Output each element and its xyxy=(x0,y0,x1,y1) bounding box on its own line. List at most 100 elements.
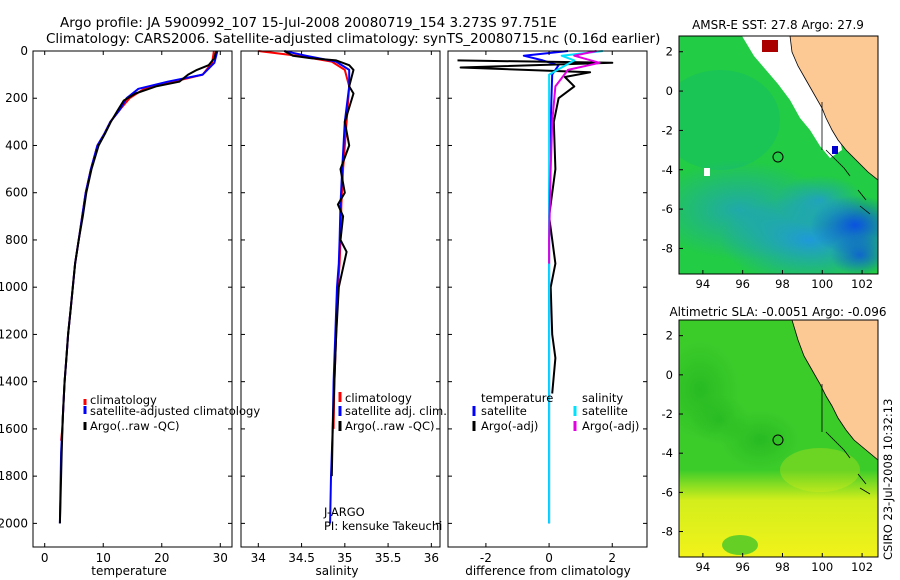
profile-title: Argo profile: JA 5900992_107 15-Jul-2008… xyxy=(60,15,557,31)
map-y-tick-label-0-0: 2 xyxy=(666,45,673,59)
x-tick-label-1-3: 35.5 xyxy=(375,551,402,565)
series-line-1-2 xyxy=(283,50,355,477)
map-x-tick-label-1-1: 96 xyxy=(735,560,750,574)
map-y-tick-label-1-4: -6 xyxy=(662,485,673,499)
salinity-legend: climatology satellite adj. clim. Argo(..… xyxy=(338,391,447,433)
sst-map-field xyxy=(679,36,878,274)
map-x-tick-label-0-2: 98 xyxy=(775,277,790,291)
salinity-curves xyxy=(258,50,355,524)
series-line-2-1 xyxy=(457,59,614,394)
climatology-subtitle: Climatology: CARS2006. Satellite-adjuste… xyxy=(46,31,660,47)
sst-map-frame xyxy=(678,35,879,275)
series-line-0-0 xyxy=(60,50,215,441)
salinity-legend-argo: Argo(..raw -QC) xyxy=(345,419,435,433)
sla-map-panel: Altimetric SLA: -0.0051 Argo: -0.096 94 9… xyxy=(662,305,887,574)
sla-argo-position-marker xyxy=(772,434,784,446)
series-line-0-1 xyxy=(58,50,219,524)
y-tick-label-10: 2000 xyxy=(0,516,28,530)
map-y-tick-label-0-3: -4 xyxy=(662,163,673,177)
x-tick-label-2-2: 2 xyxy=(608,551,616,565)
difference-xlabel: difference from climatology xyxy=(465,564,631,578)
difference-legend: temperature satellite Argo(-adj) salinit… xyxy=(472,391,639,433)
sst-warm-spot xyxy=(762,40,778,52)
y-tick-label-5: 1000 xyxy=(0,280,28,294)
csiro-timestamp-label: CSIRO 23-Jul-2008 10:32:13 xyxy=(881,399,895,560)
sst-map-title: AMSR-E SST: 27.8 Argo: 27.9 xyxy=(692,18,864,32)
temperature-panel: 0 10 20 30 0 200 400 600 800 1000 1200 1400 1600 1800… xyxy=(0,44,260,578)
sst-no-data-region xyxy=(742,36,842,158)
map-y-tick-label-0-1: 0 xyxy=(666,84,673,98)
map-x-tick-label-0-3: 100 xyxy=(811,277,833,291)
difference-legend-salinity-satellite: satellite xyxy=(582,404,628,418)
y-tick-label-8: 1600 xyxy=(0,422,28,436)
temperature-legend-satellite-adjusted: satellite-adjusted climatology xyxy=(90,404,260,418)
temperature-legend: climatology satellite-adjusted climatolo… xyxy=(83,393,260,433)
y-tick-label-4: 800 xyxy=(5,233,28,247)
salinity-legend-satellite: satellite adj. clim. xyxy=(345,404,447,418)
salinity-ticks: 34 34.5 35 35.5 36 xyxy=(241,50,440,565)
map-x-tick-label-1-2: 98 xyxy=(775,560,790,574)
map-y-tick-label-1-0: 2 xyxy=(666,329,673,343)
map-x-tick-label-0-0: 94 xyxy=(696,277,711,291)
temperature-curves xyxy=(58,50,219,524)
y-tick-label-0: 0 xyxy=(20,44,28,58)
y-tick-label-2: 400 xyxy=(5,138,28,152)
y-tick-label-3: 600 xyxy=(5,186,28,200)
map-x-tick-label-1-3: 100 xyxy=(811,560,833,574)
map-y-tick-label-1-3: -4 xyxy=(662,446,673,460)
difference-axes-box xyxy=(447,50,648,548)
difference-curves xyxy=(457,50,614,524)
float-program-label: J-ARGO xyxy=(323,505,365,519)
map-x-tick-label-1-4: 102 xyxy=(851,560,873,574)
temperature-legend-argo: Argo(..raw -QC) xyxy=(90,419,180,433)
temperature-legend-climatology: climatology xyxy=(90,393,157,407)
sla-sumatra-land xyxy=(791,320,878,461)
x-tick-label-1-4: 36 xyxy=(424,551,439,565)
x-tick-label-0-0: 0 xyxy=(41,551,49,565)
x-tick-label-0-2: 20 xyxy=(154,551,169,565)
y-tick-label-6: 1200 xyxy=(0,327,28,341)
series-line-0-2 xyxy=(58,50,218,524)
series-line-2-0 xyxy=(522,50,569,524)
sla-map-frame xyxy=(678,319,879,558)
map-y-tick-label-0-2: -2 xyxy=(662,123,673,137)
salinity-panel: 34 34.5 35 35.5 36 salinity climatology sate… xyxy=(240,50,447,578)
difference-panel: -2 0 2 difference from climatology tempera… xyxy=(447,50,648,578)
temperature-axes-box xyxy=(32,50,233,548)
x-tick-label-2-0: -2 xyxy=(480,551,492,565)
difference-legend-temperature-heading: temperature xyxy=(481,391,553,405)
y-tick-label-1: 200 xyxy=(5,91,28,105)
y-tick-label-7: 1400 xyxy=(0,375,28,389)
difference-legend-salinity-argo: Argo(-adj) xyxy=(582,419,639,433)
temperature-ticks: 0 10 20 30 0 200 400 600 800 1000 1200 1400 1600 1800… xyxy=(0,44,232,565)
map-y-tick-label-0-5: -8 xyxy=(662,241,673,255)
sla-map-field xyxy=(679,320,878,557)
x-tick-label-2-1: 0 xyxy=(545,551,553,565)
difference-ticks: -2 0 2 xyxy=(448,50,647,565)
temperature-xlabel: temperature xyxy=(91,564,166,578)
salinity-axes-box xyxy=(240,50,441,548)
sla-map-ticks: 94 96 98 100 102 2 0 -2 -4 -6 -8 xyxy=(662,329,874,574)
map-x-tick-label-0-1: 96 xyxy=(735,277,750,291)
x-tick-label-1-0: 34 xyxy=(251,551,266,565)
map-x-tick-label-1-0: 94 xyxy=(696,560,711,574)
difference-legend-salinity-heading: salinity xyxy=(582,391,623,405)
difference-legend-temperature-satellite: satellite xyxy=(481,404,527,418)
sst-map-ticks: 94 96 98 100 102 2 0 -2 -4 -6 -8 xyxy=(662,45,874,291)
series-line-2-3 xyxy=(548,50,601,264)
principal-investigator-label: PI: kensuke Takeuchi xyxy=(324,519,442,533)
salinity-legend-climatology: climatology xyxy=(345,391,412,405)
x-tick-label-0-3: 30 xyxy=(213,551,228,565)
x-tick-label-1-2: 35 xyxy=(337,551,352,565)
sst-sumatra-land xyxy=(789,36,878,181)
sla-map-title: Altimetric SLA: -0.0051 Argo: -0.096 xyxy=(669,305,886,319)
x-tick-label-1-1: 34.5 xyxy=(288,551,315,565)
map-y-tick-label-1-1: 0 xyxy=(666,368,673,382)
sst-map-panel: AMSR-E SST: 27.8 Argo: 27.9 94 96 98 100 102… xyxy=(662,18,879,291)
difference-legend-temperature-argo: Argo(-adj) xyxy=(481,419,538,433)
map-x-tick-label-0-4: 102 xyxy=(851,277,873,291)
map-y-tick-label-1-5: -8 xyxy=(662,525,673,539)
map-y-tick-label-0-4: -6 xyxy=(662,202,673,216)
y-tick-label-9: 1800 xyxy=(0,469,28,483)
